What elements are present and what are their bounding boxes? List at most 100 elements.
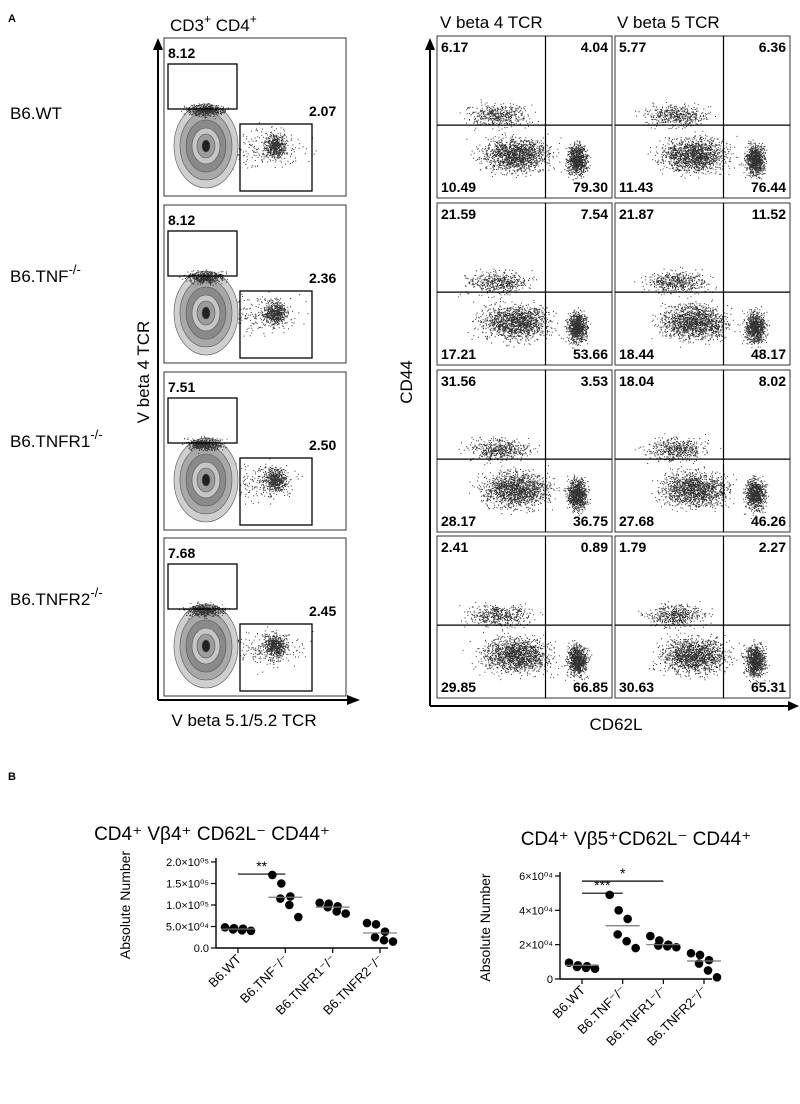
data-point	[371, 920, 381, 929]
data-point	[246, 926, 256, 936]
panel-a-title: CD3+ CD4+	[170, 12, 257, 35]
upper-events	[638, 601, 714, 631]
quadrant-ul-value: 21.87	[619, 206, 654, 222]
y-tick-label: 4×10⁰⁴	[519, 905, 553, 917]
quadrant-ul-value: 2.41	[441, 539, 468, 555]
quadrant-plot-r1-c1: 21.87 11.52 18.44 48.17	[614, 202, 791, 366]
upper-population-events	[179, 269, 228, 286]
row-label-wt: B6.WT	[10, 104, 62, 123]
left-plot-row-3: 7.68 2.45	[163, 537, 347, 697]
quadrant-lr-value: 65.31	[751, 679, 786, 695]
data-point	[294, 912, 303, 922]
main-population-contour	[201, 139, 211, 153]
quadrant-ur-value: 7.54	[581, 206, 608, 222]
y-tick-label: 2.0×10⁰⁵	[166, 857, 209, 869]
upper-gate-value: 7.51	[168, 379, 195, 395]
dense-events	[564, 640, 593, 682]
data-point	[285, 900, 294, 910]
right-gate-value: 2.07	[309, 103, 336, 119]
quadrant-ul-value: 6.17	[441, 39, 468, 55]
quadrant-ul-value: 31.56	[441, 373, 476, 389]
y-tick-label: 0	[547, 974, 553, 986]
main-population-contour	[201, 639, 211, 653]
right-gate-value: 2.50	[309, 437, 336, 453]
quadrant-plot-r0-c0: 6.17 4.04 10.49 79.30	[436, 35, 613, 199]
quadrant-plot-r3-c0: 2.41 0.89 29.85 66.85	[436, 535, 613, 699]
right-y-arrow	[425, 38, 435, 50]
left-plot-row-2: 7.51 2.50	[163, 371, 347, 531]
data-point	[704, 955, 714, 965]
right-gate	[239, 290, 313, 359]
left-y-arrow	[153, 38, 163, 50]
quadrant-ll-value: 10.49	[441, 179, 476, 195]
dense-events	[563, 307, 592, 349]
data-point	[237, 926, 247, 935]
quadrant-lr-value: 36.75	[573, 513, 608, 529]
data-point	[686, 948, 696, 958]
diffuse-events	[467, 298, 562, 348]
left-plot-row-1: 8.12 2.36	[163, 204, 347, 364]
dense-events	[743, 474, 769, 519]
quadrant-ur-value: 3.53	[581, 373, 608, 389]
y-tick-label: 1.0×10⁰⁵	[166, 900, 209, 912]
quadrant-plot-frame	[436, 369, 613, 533]
data-point	[590, 964, 600, 973]
diffuse-events	[648, 632, 742, 681]
y-tick-label: 0.0	[194, 943, 209, 955]
right-gate	[239, 623, 313, 692]
upper-events	[634, 266, 717, 298]
panel-a-letter: A	[8, 13, 16, 25]
right-population-events	[261, 297, 289, 330]
right-y-axis-label: CD44	[397, 360, 416, 403]
data-point	[268, 870, 277, 880]
right-flow-plots: 6.17 4.04 10.49 79.30 5.77 6.36 11.43 76.44 21.5…	[436, 35, 791, 699]
data-point	[614, 906, 623, 915]
y-tick-label: 6×10⁰⁴	[519, 871, 553, 883]
quadrant-ll-value: 28.17	[441, 513, 476, 529]
quadrant-ul-value: 1.79	[619, 539, 646, 555]
quadrant-ll-value: 29.85	[441, 679, 476, 695]
left-y-axis-label: V beta 4 TCR	[134, 321, 153, 424]
y-axis-label: Absolute Number	[477, 873, 493, 982]
quadrant-plot-r2-c1: 18.04 8.02 27.68 46.26	[614, 369, 791, 533]
right-population-events	[262, 130, 289, 162]
dense-events	[741, 639, 771, 683]
right-gate-value: 2.45	[309, 603, 336, 619]
data-point	[631, 943, 640, 953]
dense-events	[564, 140, 592, 181]
upper-gate	[167, 397, 238, 444]
chart-title: CD4⁺ Vβ5⁺CD62L⁻ CD44⁺	[521, 829, 752, 850]
chart-vbeta4: CD4⁺ Vβ4⁺ CD62L⁻ CD44⁺ 0.0 5.0×10⁰⁴ 1.0×10⁰…	[94, 824, 398, 1018]
upper-events	[458, 436, 540, 467]
diffuse-events	[462, 632, 563, 681]
chart-title: CD4⁺ Vβ4⁺ CD62L⁻ CD44⁺	[94, 824, 330, 845]
upper-population-events	[179, 601, 230, 620]
data-point	[712, 972, 722, 982]
right-gate	[239, 457, 313, 526]
upper-gate-value: 7.68	[168, 545, 195, 561]
data-point	[703, 966, 713, 975]
upper-gate	[167, 230, 238, 277]
y-axis-label: Absolute Number	[117, 851, 133, 960]
quadrant-ur-value: 11.52	[752, 206, 786, 222]
quadrant-ul-value: 21.59	[441, 206, 476, 222]
dense-events	[563, 474, 591, 516]
quadrant-lr-value: 76.44	[751, 179, 786, 195]
quadrant-lr-value: 66.85	[573, 679, 608, 695]
quadrant-plot-frame	[436, 535, 613, 699]
data-point	[663, 942, 672, 951]
significance-label: *	[620, 865, 626, 881]
significance-label: ***	[594, 877, 611, 893]
chart-vbeta5: CD4⁺ Vβ5⁺CD62L⁻ CD44⁺ 0 2×10⁰⁴ 4×10⁰⁴ 6×10⁰⁴…	[477, 829, 751, 1049]
quadrant-ur-value: 6.36	[759, 39, 786, 55]
y-tick-label: 2×10⁰⁴	[519, 940, 553, 952]
significance-label: **	[256, 858, 267, 874]
quadrant-ll-value: 30.63	[619, 679, 654, 695]
right-axes	[429, 42, 797, 707]
diffuse-events	[466, 129, 562, 178]
main-population-contour	[201, 306, 211, 320]
data-point	[362, 918, 372, 928]
left-plot-row-0: 8.12 2.07	[163, 37, 347, 197]
upper-gate	[167, 63, 238, 110]
